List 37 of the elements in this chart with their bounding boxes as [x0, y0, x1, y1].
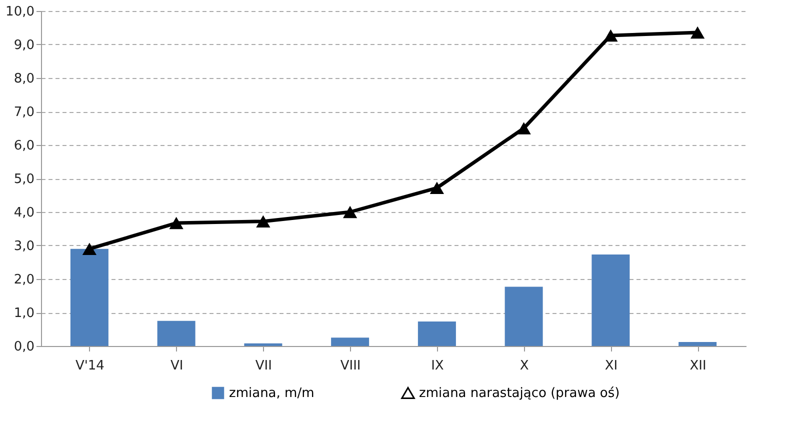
point [256, 215, 270, 228]
x-tick-label: X [520, 358, 529, 374]
x-tick-label: VI [170, 358, 184, 374]
x-tick-label: XI [604, 358, 618, 374]
bar [331, 338, 370, 346]
bar [244, 343, 282, 346]
point [169, 216, 184, 230]
point [82, 242, 97, 255]
y-tick-label: 4,0 [14, 206, 34, 220]
y-tick-label: 3,0 [14, 239, 34, 254]
y-tick-label: 8,0 [14, 72, 34, 86]
y-tick-label: 9,0 [14, 38, 34, 53]
point [430, 182, 444, 194]
bar [157, 320, 196, 346]
bar [504, 286, 543, 346]
bar [70, 248, 108, 346]
bar [418, 322, 456, 346]
y-tick-label: 1,0 [14, 306, 34, 321]
y-tick-label: 10,0 [6, 4, 34, 20]
point [342, 206, 358, 218]
x-tick-label: XII [690, 358, 706, 374]
y-tick-label: 7,0 [14, 105, 34, 120]
bar [678, 342, 717, 346]
y-tick-label: 6,0 [14, 138, 34, 154]
point [690, 26, 705, 39]
x-tick-label: IX [431, 358, 444, 374]
x-tick-label: VIII [340, 358, 361, 374]
point [516, 122, 531, 134]
x-tick-label: V'14 [75, 358, 104, 374]
point [604, 29, 618, 42]
bar [592, 254, 630, 346]
legend-label: zmiana, m/m [229, 386, 314, 401]
y-tick-label: 0,0 [14, 340, 34, 354]
legend-label: zmiana narastająco (prawa oś) [419, 386, 620, 401]
y-tick-label: 5,0 [14, 172, 34, 187]
y-tick-label: 2,0 [14, 272, 34, 288]
x-tick-label: VII [255, 358, 272, 374]
